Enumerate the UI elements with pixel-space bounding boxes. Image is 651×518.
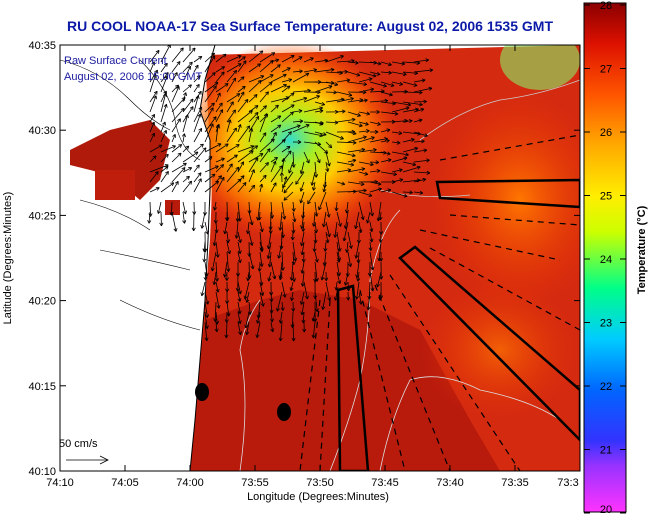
- station-marker: [277, 403, 291, 421]
- x-tick-label: 73:40: [436, 477, 464, 489]
- y-tick-label: 40:35: [28, 40, 56, 52]
- x-tick-label: 73:50: [306, 477, 334, 489]
- colorbar-ticks: 28 27 26 25 24 23 22 21 20: [584, 0, 626, 516]
- x-tick-label: 73:45: [371, 477, 399, 489]
- x-tick-label: 74:10: [46, 477, 74, 489]
- y-axis-title: Latitude (Degrees:Minutes): [2, 192, 14, 325]
- overlay-line1: Raw Surface Current: [64, 55, 167, 67]
- x-tick-label: 74:00: [176, 477, 204, 489]
- sst-field: [60, 45, 580, 471]
- y-tick-label: 40:15: [28, 381, 56, 393]
- colorbar-label: Temperature (°C): [636, 205, 648, 294]
- x-tick-label: 74:05: [111, 477, 139, 489]
- colorbar-tick-label: 27: [600, 64, 612, 76]
- colorbar: [583, 2, 627, 513]
- page-title: RU COOL NOAA-17 Sea Surface Temperature:…: [66, 18, 553, 34]
- scale-label: 50 cm/s: [59, 438, 98, 450]
- overlay-line2: August 02, 2006 15:00 GMT: [64, 71, 202, 83]
- x-axis: 74:10 74:05 74:00 73:55 73:50 73:45 73:40 73:35…: [46, 45, 581, 489]
- x-axis-title: Longitude (Degrees:Minutes): [247, 491, 389, 503]
- colorbar-tick-label: 28: [600, 0, 612, 12]
- colorbar-tick-label: 20: [600, 504, 612, 516]
- x-tick-label: 73:3: [557, 477, 578, 489]
- colorbar-tick-label: 22: [600, 381, 612, 393]
- current-vectors: [147, 45, 434, 342]
- y-tick-label: 40:10: [28, 466, 56, 478]
- y-tick-label: 40:30: [28, 125, 56, 137]
- y-tick-label: 40:20: [28, 296, 56, 308]
- colorbar-tick-label: 26: [600, 127, 612, 139]
- y-tick-label: 40:25: [28, 210, 56, 222]
- y-axis: 40:35 40:30 40:25 40:20 40:15 40:10: [28, 40, 580, 478]
- scale-arrow-icon: [66, 455, 109, 465]
- colorbar-tick-label: 21: [600, 445, 612, 457]
- x-tick-label: 73:55: [241, 477, 269, 489]
- colorbar-tick-label: 23: [600, 318, 612, 330]
- colorbar-tick-label: 25: [600, 191, 612, 203]
- station-marker: [195, 383, 209, 401]
- colorbar-tick-label: 24: [600, 254, 612, 266]
- x-tick-label: 73:35: [501, 477, 529, 489]
